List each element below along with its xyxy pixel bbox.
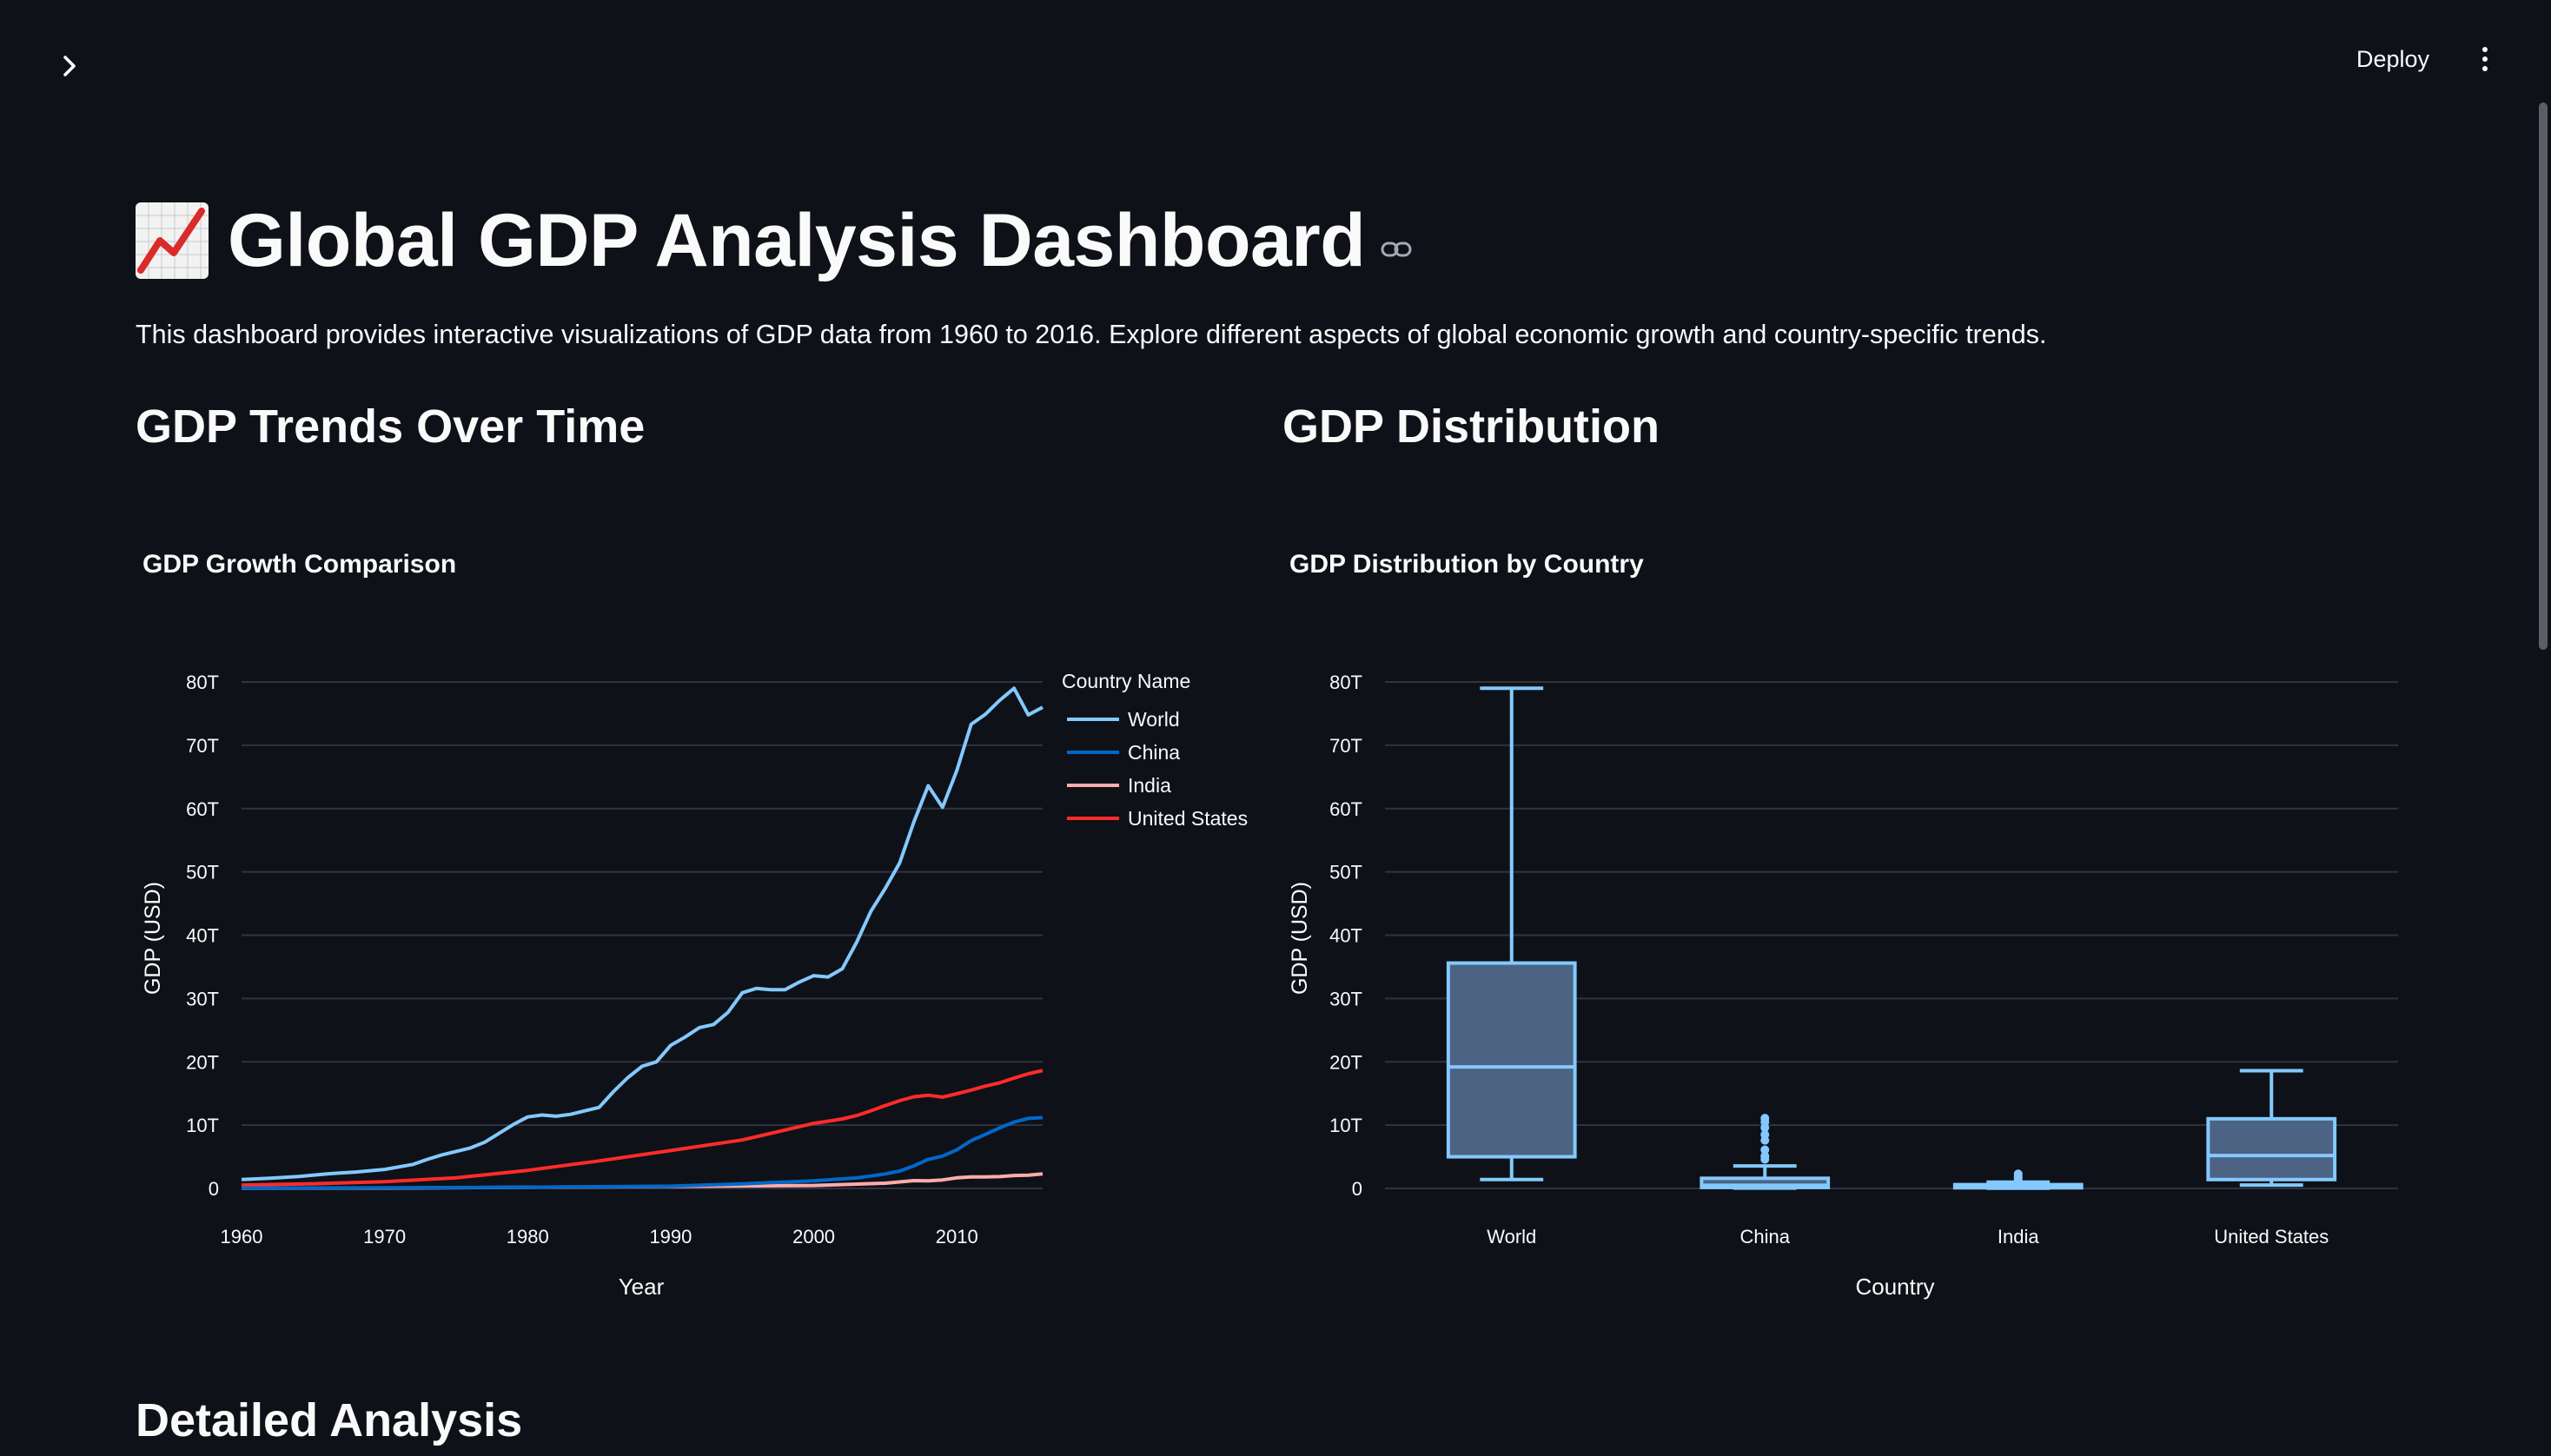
x-tick-label: 1960 xyxy=(221,1226,263,1248)
y-tick-label: 10T xyxy=(1329,1115,1362,1136)
x-tick-label: United States xyxy=(2214,1226,2329,1248)
box-iqr xyxy=(1446,961,1577,1159)
y-tick-label: 30T xyxy=(1329,988,1362,1009)
y-tick-label: 0 xyxy=(209,1178,219,1200)
link-icon xyxy=(1381,242,1412,257)
x-tick-label: 2010 xyxy=(936,1226,978,1248)
series-line-world[interactable] xyxy=(241,686,1044,1181)
app-header: Deploy xyxy=(0,0,2551,104)
page-title-text: Global GDP Analysis Dashboard xyxy=(228,198,1366,282)
box-iqr xyxy=(1700,1176,1831,1189)
chevron-right-icon xyxy=(63,56,76,76)
y-tick-label: 50T xyxy=(186,862,219,884)
y-tick-label: 10T xyxy=(186,1115,219,1136)
box-china[interactable] xyxy=(1700,1114,1831,1190)
box-iqr xyxy=(2206,1116,2337,1181)
x-tick-label: 1990 xyxy=(649,1226,692,1248)
box-chart-y-ticks: 0 10T 20T 30T 40T 50T 60T 70T 80T xyxy=(1329,672,1362,1200)
x-tick-label: India xyxy=(1998,1226,2039,1248)
line-chart-title: GDP Growth Comparison xyxy=(142,550,456,579)
y-tick-label: 70T xyxy=(186,735,219,757)
deploy-button[interactable]: Deploy xyxy=(2346,38,2440,80)
box-world[interactable] xyxy=(1446,686,1577,1181)
box-chart-x-ticks: World China India United States xyxy=(1487,1226,2329,1248)
outlier-point[interactable] xyxy=(1760,1114,1770,1123)
line-chart-gridlines xyxy=(242,681,1043,1189)
y-tick-label: 80T xyxy=(1329,672,1362,693)
legend-item-india[interactable]: India xyxy=(1128,774,1171,797)
box-chart-x-axis-label: Country xyxy=(1855,1274,1934,1300)
section-heading-detailed: Detailed Analysis xyxy=(136,1394,523,1446)
line-chart-legend[interactable]: Country Name World China India United State… xyxy=(1062,670,1248,830)
legend-item-china[interactable]: China xyxy=(1128,741,1180,764)
y-tick-label: 20T xyxy=(1329,1051,1362,1073)
legend-title: Country Name xyxy=(1062,670,1190,692)
box-chart-y-axis-label: GDP (USD) xyxy=(1288,882,1312,995)
line-chart-y-ticks: 0 10T 20T 30T 40T 50T 60T 70T 80T xyxy=(186,672,219,1200)
line-chart-y-axis-label: GDP (USD) xyxy=(141,882,165,995)
gdp-growth-line-chart[interactable]: GDP Growth Comparison 0 10T 20T 30T 40T 50T 60… xyxy=(136,513,1265,1329)
x-tick-label: 1980 xyxy=(507,1226,549,1248)
y-tick-label: 50T xyxy=(1329,862,1362,884)
anchor-link-button[interactable] xyxy=(1381,239,1412,260)
box-united-states[interactable] xyxy=(2206,1069,2337,1188)
y-tick-label: 40T xyxy=(1329,925,1362,947)
intro-paragraph: This dashboard provides interactive visu… xyxy=(136,320,2047,349)
outlier-point[interactable] xyxy=(1760,1151,1770,1161)
outlier-point[interactable] xyxy=(2013,1169,2023,1179)
outlier-point[interactable] xyxy=(1760,1130,1770,1140)
legend-item-world[interactable]: World xyxy=(1128,708,1180,731)
x-tick-label: China xyxy=(1740,1226,1791,1248)
y-tick-label: 60T xyxy=(1329,798,1362,820)
page-title: Global GDP Analysis Dashboard xyxy=(136,193,1412,288)
y-tick-label: 20T xyxy=(186,1051,219,1073)
y-tick-label: 80T xyxy=(186,672,219,693)
x-tick-label: 2000 xyxy=(792,1226,835,1248)
box-india[interactable] xyxy=(1952,1169,2084,1190)
series-line-china[interactable] xyxy=(241,1115,1044,1190)
main-menu-button[interactable] xyxy=(2469,38,2501,80)
line-chart-series[interactable] xyxy=(241,686,1044,1190)
box-chart-title: GDP Distribution by Country xyxy=(1289,550,1644,579)
gdp-distribution-box-chart[interactable]: GDP Distribution by Country 0 10T 20T 30T 40… xyxy=(1282,513,2403,1329)
y-tick-label: 40T xyxy=(186,925,219,947)
box-chart-boxes[interactable] xyxy=(1446,686,2337,1190)
vertical-dots-icon xyxy=(2482,47,2488,71)
scrollbar[interactable] xyxy=(2539,103,2548,650)
legend-item-united-states[interactable]: United States xyxy=(1128,807,1248,830)
line-chart-x-ticks: 1960 1970 1980 1990 2000 2010 xyxy=(221,1226,978,1248)
line-chart-x-axis-label: Year xyxy=(619,1274,665,1300)
series-line-united-states[interactable] xyxy=(241,1069,1044,1188)
section-heading-trends: GDP Trends Over Time xyxy=(136,400,646,453)
section-heading-distribution: GDP Distribution xyxy=(1282,400,1660,453)
y-tick-label: 30T xyxy=(186,988,219,1009)
y-tick-label: 60T xyxy=(186,798,219,820)
expand-sidebar-button[interactable] xyxy=(49,45,90,87)
chart-increasing-icon xyxy=(136,202,209,279)
outlier-point[interactable] xyxy=(1760,1145,1770,1155)
x-tick-label: World xyxy=(1487,1226,1536,1248)
y-tick-label: 70T xyxy=(1329,735,1362,757)
x-tick-label: 1970 xyxy=(363,1226,406,1248)
y-tick-label: 0 xyxy=(1352,1178,1362,1200)
